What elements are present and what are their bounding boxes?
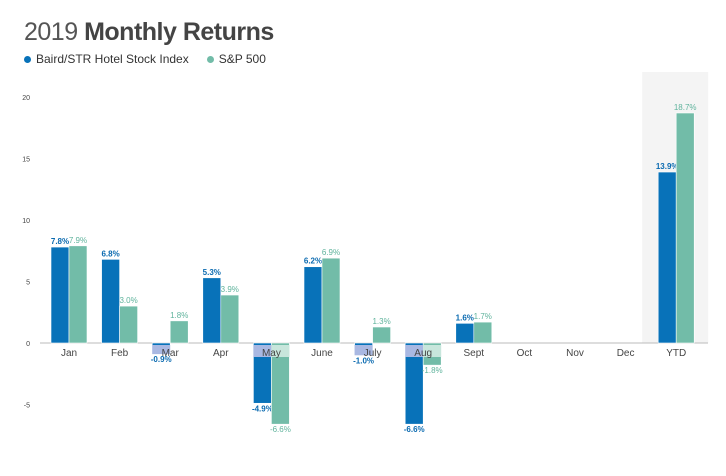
category-label-background	[271, 345, 290, 357]
x-tick-label: YTD	[666, 348, 686, 359]
bar-sp500	[321, 257, 341, 344]
data-label-sp500: 3.0%	[119, 296, 137, 305]
x-tick-label: July	[364, 348, 382, 359]
data-label-baird: -6.6%	[404, 425, 425, 434]
data-label-sp500: -1.8%	[422, 366, 443, 375]
bar-sp500	[271, 342, 290, 425]
data-label-baird: -0.9%	[151, 355, 172, 364]
bar-sp500	[68, 245, 88, 344]
bar-baird	[455, 323, 475, 344]
x-tick-label: Oct	[517, 348, 533, 359]
bar-baird	[50, 246, 70, 344]
bar-sp500	[372, 326, 391, 344]
data-label-baird: 6.2%	[304, 257, 322, 266]
legend-label-sp500: S&P 500	[218, 52, 266, 66]
category-label-background	[354, 345, 373, 356]
legend-item-sp500: S&P 500	[206, 52, 266, 66]
x-tick-label: Aug	[414, 348, 432, 359]
bar-baird	[303, 266, 323, 344]
x-tick-label: Dec	[617, 348, 635, 359]
y-tick-label: 5	[26, 280, 30, 287]
x-tick-label: Nov	[566, 348, 584, 359]
data-label-sp500: -6.6%	[270, 425, 291, 434]
bar-sp500	[169, 320, 189, 344]
data-label-sp500: 3.9%	[221, 285, 239, 294]
data-label-sp500: 7.9%	[69, 236, 87, 245]
x-tick-label: June	[311, 348, 333, 359]
category-label-background	[253, 345, 272, 357]
title-main: Monthly Returns	[84, 18, 274, 46]
bar-sp500	[675, 112, 695, 344]
data-label-baird: 6.8%	[101, 249, 119, 258]
data-label-sp500: 1.8%	[170, 311, 188, 320]
data-label-baird: 13.9%	[656, 162, 679, 171]
data-label-sp500: 1.3%	[372, 317, 390, 326]
category-label-background	[152, 345, 171, 355]
bar-sp500	[119, 305, 138, 344]
x-tick-label: Apr	[213, 348, 229, 359]
data-label-baird: -4.9%	[252, 404, 273, 413]
bar-sp500	[220, 294, 240, 344]
x-tick-label: Jan	[61, 348, 77, 359]
x-tick-label: May	[262, 348, 281, 359]
bar-baird	[404, 342, 424, 425]
legend-swatch-sp500	[206, 55, 214, 63]
legend-swatch-baird	[24, 55, 31, 63]
data-label-sp500: 18.7%	[674, 103, 697, 112]
y-tick-label: 20	[22, 95, 30, 102]
data-label-sp500: 1.7%	[474, 312, 492, 321]
title-year: 2019	[24, 18, 78, 46]
x-tick-label: Feb	[111, 348, 129, 359]
y-tick-label: 0	[26, 341, 30, 348]
data-label-baird: -1.0%	[353, 356, 374, 365]
data-label-sp500: 6.9%	[322, 248, 340, 257]
y-tick-label: 10	[22, 218, 30, 225]
x-tick-label: Sept	[464, 348, 485, 359]
category-label-background	[423, 345, 442, 357]
x-tick-label: Mar	[162, 348, 180, 359]
data-label-baird: 7.8%	[51, 237, 69, 246]
legend: Baird/STR Hotel Stock Index S&P 500	[24, 52, 266, 66]
legend-label-baird: Baird/STR Hotel Stock Index	[36, 52, 189, 66]
bar-baird	[657, 171, 677, 344]
data-label-baird: 1.6%	[456, 313, 474, 322]
category-label-background	[405, 345, 424, 357]
bar-sp500	[473, 321, 493, 344]
bar-baird	[202, 277, 222, 344]
chart-title: 2019 Monthly Returns	[24, 18, 274, 47]
legend-item-baird: Baird/STR Hotel Stock Index	[24, 52, 189, 66]
data-label-baird: 5.3%	[203, 268, 221, 277]
bar-baird	[101, 259, 120, 344]
y-tick-label: 15	[22, 157, 30, 164]
y-tick-label: -5	[24, 403, 30, 410]
